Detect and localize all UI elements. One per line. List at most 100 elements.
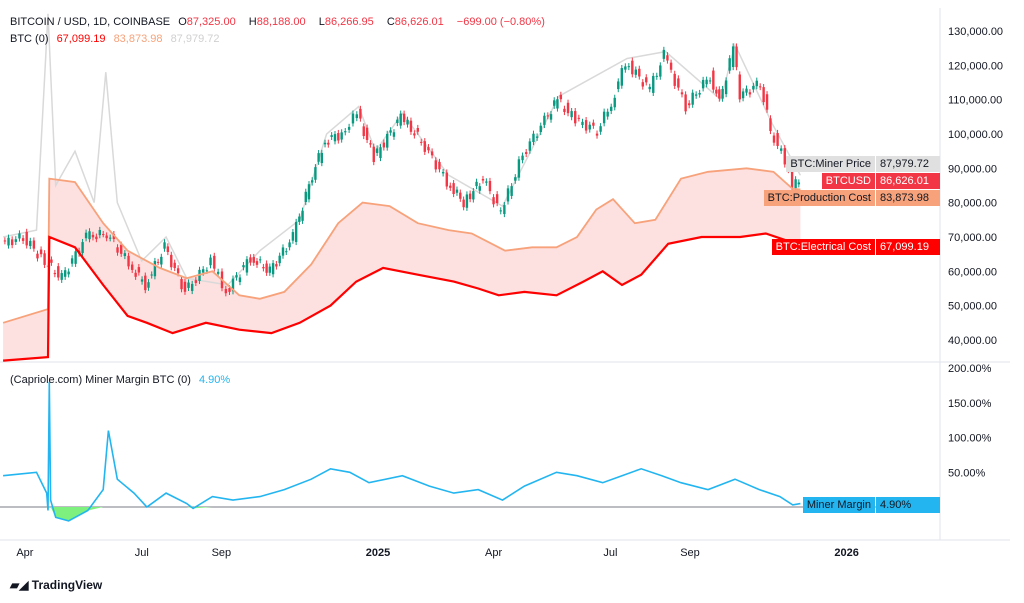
series-tag-label: BTCUSD bbox=[821, 173, 875, 189]
candle-body bbox=[677, 78, 680, 88]
candle-body bbox=[180, 279, 183, 290]
candle-body bbox=[278, 255, 281, 264]
candle-body bbox=[209, 257, 212, 266]
candle-body bbox=[691, 92, 694, 105]
candle-body bbox=[213, 255, 216, 269]
series-tag-label: BTC:Electrical Cost bbox=[771, 239, 875, 255]
candle-body bbox=[772, 135, 776, 143]
candle-body bbox=[528, 141, 532, 151]
candle-body bbox=[532, 133, 535, 143]
candle-body bbox=[566, 102, 570, 114]
candle-body bbox=[553, 100, 556, 106]
candle-body bbox=[427, 147, 430, 151]
margin-value: 4.90% bbox=[199, 374, 231, 386]
candle-body bbox=[779, 148, 783, 151]
candle-body bbox=[32, 240, 36, 249]
miner-margin-line bbox=[3, 381, 801, 522]
candle-body bbox=[153, 261, 157, 277]
candle-body bbox=[797, 182, 801, 185]
candle-body bbox=[291, 232, 295, 241]
candle-body bbox=[514, 177, 517, 181]
candle-body bbox=[245, 259, 249, 273]
candle-body bbox=[438, 161, 441, 170]
candle-body bbox=[406, 119, 409, 125]
price-axis-tick: 60,000.00 bbox=[948, 266, 997, 278]
candle-body bbox=[506, 188, 510, 202]
candle-body bbox=[382, 142, 386, 148]
candle-body bbox=[281, 247, 285, 256]
candle-body bbox=[43, 253, 46, 265]
candle-body bbox=[102, 234, 105, 236]
candle-body bbox=[492, 197, 495, 205]
candle-body bbox=[150, 274, 153, 276]
candle-body bbox=[147, 282, 150, 288]
candle-body bbox=[320, 152, 324, 164]
candle-body bbox=[7, 237, 10, 246]
candle-body bbox=[231, 278, 235, 292]
candle-body bbox=[252, 257, 255, 263]
candle-body bbox=[88, 231, 91, 240]
candle-body bbox=[359, 108, 362, 119]
candle-body bbox=[485, 181, 488, 183]
candle-body bbox=[216, 271, 220, 274]
time-axis-tick: Jul bbox=[603, 547, 617, 559]
candle-body bbox=[698, 92, 701, 95]
candle-body bbox=[301, 210, 304, 221]
candle-body bbox=[595, 133, 599, 136]
candle-body bbox=[592, 122, 595, 126]
candle-body bbox=[539, 125, 542, 133]
margin-axis-tick: 100.00% bbox=[948, 433, 992, 445]
series-tag-value: 86,626.01 bbox=[876, 173, 940, 189]
candle-body bbox=[659, 65, 662, 77]
candle-body bbox=[327, 142, 330, 145]
candle-body bbox=[108, 237, 112, 239]
tradingview-logo[interactable]: ▰◢ TradingView bbox=[10, 578, 103, 592]
candle-body bbox=[81, 242, 84, 254]
candle-body bbox=[351, 113, 355, 124]
candle-body bbox=[475, 181, 478, 187]
candle-body bbox=[574, 111, 577, 124]
candle-body bbox=[765, 94, 769, 110]
series-tag-value: 87,979.72 bbox=[876, 156, 940, 172]
candle-body bbox=[98, 229, 101, 236]
candle-body bbox=[190, 283, 194, 291]
candle-body bbox=[452, 183, 455, 195]
candle-body bbox=[495, 194, 499, 204]
candle-body bbox=[123, 253, 127, 257]
indicator-name[interactable]: BTC (0) bbox=[10, 33, 49, 45]
price-axis-tick: 50,000.00 bbox=[948, 301, 997, 313]
candle-body bbox=[708, 80, 712, 82]
symbol-title[interactable]: BITCOIN / USD, 1D, COINBASE bbox=[10, 16, 171, 28]
candle-body bbox=[288, 242, 291, 248]
candle-body bbox=[715, 89, 718, 94]
low-value: 86,266.95 bbox=[324, 16, 374, 28]
candle-body bbox=[731, 46, 735, 68]
price-axis-tick: 70,000.00 bbox=[948, 232, 997, 244]
candle-body bbox=[521, 155, 524, 161]
candle-body bbox=[718, 89, 721, 99]
candle-body bbox=[680, 92, 684, 95]
margin-indicator-name[interactable]: (Capriole.com) Miner Margin BTC (0) bbox=[10, 374, 191, 386]
candle-body bbox=[420, 141, 423, 143]
time-axis-tick: Jul bbox=[135, 547, 149, 559]
candle-body bbox=[724, 80, 728, 95]
candle-body bbox=[176, 268, 180, 274]
candle-body bbox=[638, 68, 641, 77]
candle-body bbox=[546, 115, 550, 117]
candle-body bbox=[468, 193, 472, 200]
candle-body bbox=[769, 118, 772, 131]
candle-body bbox=[116, 247, 119, 253]
candle-body bbox=[741, 91, 745, 99]
candle-body bbox=[337, 133, 340, 141]
candle-body bbox=[201, 269, 205, 273]
candle-body bbox=[249, 257, 252, 263]
candle-body bbox=[21, 238, 25, 241]
candle-body bbox=[156, 261, 160, 263]
candle-body bbox=[365, 127, 369, 140]
candle-body bbox=[721, 89, 724, 99]
candle-body bbox=[340, 132, 343, 140]
price-axis-tick: 100,000.00 bbox=[948, 129, 1003, 141]
candle-body bbox=[166, 246, 170, 253]
candle-body bbox=[602, 111, 606, 124]
